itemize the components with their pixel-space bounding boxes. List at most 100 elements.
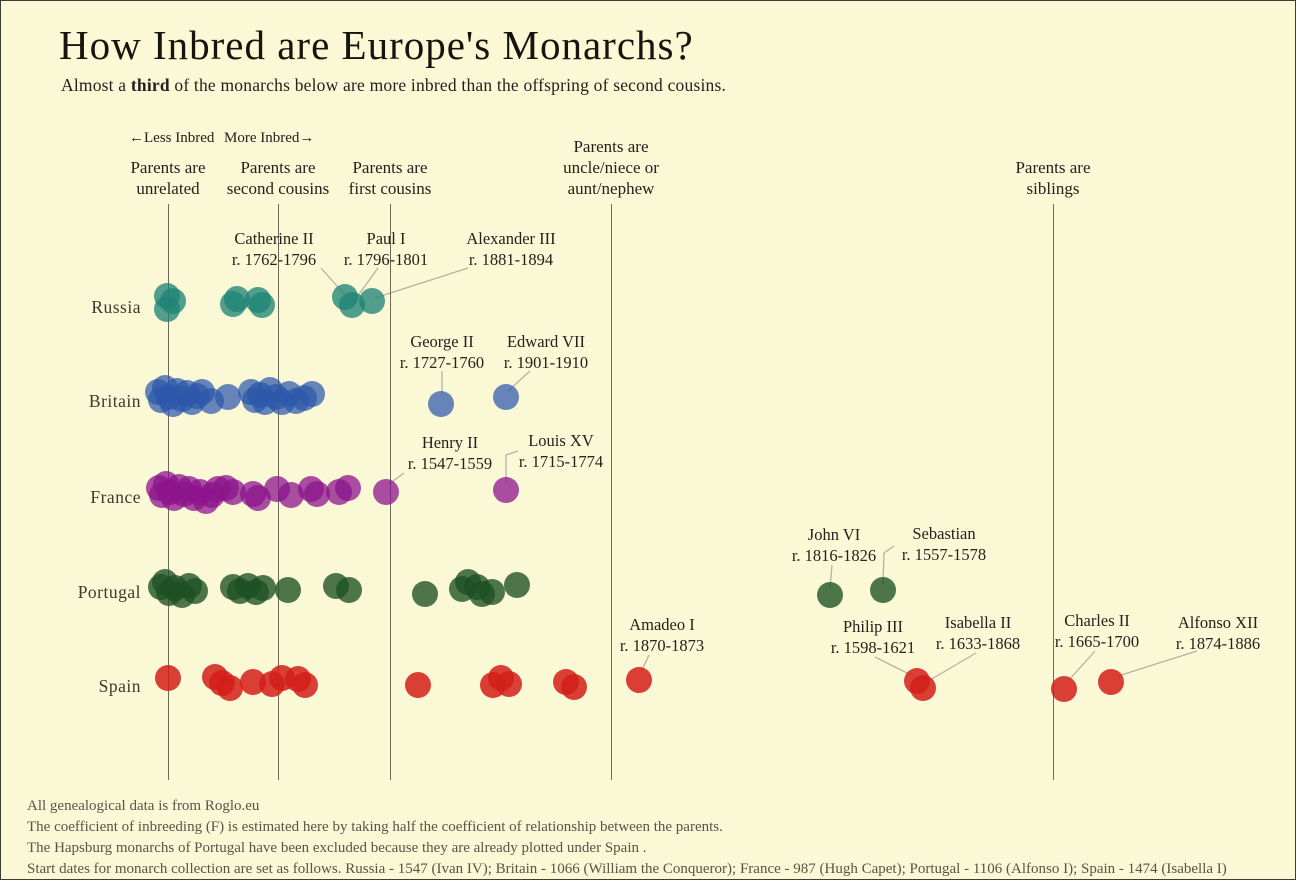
annotation-label: Alexander III r. 1881-1894 <box>466 228 555 270</box>
threshold-label: Parents are unrelated <box>130 157 205 199</box>
data-point <box>1051 676 1077 702</box>
data-point <box>373 479 399 505</box>
threshold-label-line: first cousins <box>348 179 432 198</box>
threshold-label-line: Parents are <box>1015 158 1091 177</box>
annotation-reign: r. 1796-1801 <box>343 250 429 269</box>
data-point <box>250 575 276 601</box>
less-inbred-direction-label: ←Less Inbred <box>129 130 215 146</box>
leader-line <box>505 450 519 482</box>
annotation-label: Catherine II r. 1762-1796 <box>232 228 316 270</box>
annotation-monarch-name: Sebastian <box>912 524 976 543</box>
page-title: How Inbred are Europe's Monarchs? <box>59 22 694 68</box>
annotation-monarch-name: Catherine II <box>234 229 314 248</box>
data-point <box>359 288 385 314</box>
data-point <box>249 292 275 318</box>
country-label-france: France <box>90 487 141 507</box>
footer-note-source: All genealogical data is from Roglo.eu <box>27 798 260 814</box>
footer-note-method: The coefficient of inbreeding (F) is est… <box>27 819 723 835</box>
annotation-reign: r. 1816-1826 <box>791 546 877 565</box>
leader-line <box>929 652 977 681</box>
threshold-label-line: Parents are <box>573 137 649 156</box>
annotation-label: Isabella II r. 1633-1868 <box>936 612 1020 654</box>
annotation-label: Edward VII r. 1901-1910 <box>504 331 588 373</box>
annotation-reign: r. 1874-1886 <box>1175 634 1261 653</box>
threshold-label: Parents are siblings <box>1015 157 1090 199</box>
data-point <box>182 578 208 604</box>
annotation-reign: r. 1633-1868 <box>935 634 1021 653</box>
annotation-monarch-name: Philip III <box>842 617 904 636</box>
annotation-label: Louis XV r. 1715-1774 <box>519 430 603 472</box>
data-point <box>479 579 505 605</box>
annotation-monarch-name: Isabella II <box>944 613 1012 632</box>
data-point <box>817 582 843 608</box>
annotation-monarch-name: Louis XV <box>528 431 594 450</box>
threshold-label-line: unrelated <box>136 179 200 198</box>
data-point <box>626 667 652 693</box>
data-point <box>155 665 181 691</box>
annotation-monarch-name: Amadeo I <box>629 615 695 634</box>
annotation-label: George II r. 1727-1760 <box>400 331 484 373</box>
data-point <box>292 672 318 698</box>
threshold-label: Parents are uncle/niece or aunt/nephew <box>563 136 659 199</box>
footer-note-hapsburg: The Hapsburg monarchs of Portugal have b… <box>27 840 647 856</box>
annotation-monarch-name: Charles II <box>1064 611 1130 630</box>
chart-subtitle: Almost a third of the monarchs below are… <box>61 75 726 96</box>
country-label-spain: Spain <box>98 676 141 696</box>
footer-note-start-dates: Start dates for monarch collection are s… <box>27 861 1227 877</box>
leader-line <box>1068 650 1096 681</box>
annotation-monarch-name: Edward VII <box>506 332 586 351</box>
country-label-russia: Russia <box>91 297 141 317</box>
data-point <box>504 572 530 598</box>
annotation-reign: r. 1870-1873 <box>619 636 705 655</box>
data-point <box>304 481 330 507</box>
annotation-label: Philip III r. 1598-1621 <box>831 616 915 658</box>
country-label-portugal: Portugal <box>77 582 141 602</box>
annotation-monarch-name: John VI <box>807 525 861 544</box>
annotation-reign: r. 1598-1621 <box>830 638 916 657</box>
data-point <box>299 381 325 407</box>
threshold-label: Parents are first cousins <box>349 157 432 199</box>
data-point <box>217 675 243 701</box>
axis-threshold-line <box>611 204 612 780</box>
leader-line <box>374 267 469 299</box>
threshold-label-line: second cousins <box>226 179 330 198</box>
annotation-label: Amadeo I r. 1870-1873 <box>620 614 704 656</box>
threshold-label-line: aunt/nephew <box>567 179 655 198</box>
annotation-label: Paul I r. 1796-1801 <box>344 228 428 270</box>
data-point <box>1098 669 1124 695</box>
axis-threshold-line <box>1053 204 1054 780</box>
threshold-label-line: Parents are <box>352 158 428 177</box>
data-point <box>215 384 241 410</box>
data-point <box>405 672 431 698</box>
annotation-label: Alfonso XII r. 1874-1886 <box>1176 612 1260 654</box>
data-point <box>493 477 519 503</box>
threshold-label-line: uncle/niece or <box>563 158 659 177</box>
annotation-reign: r. 1881-1894 <box>468 250 554 269</box>
annotation-label: Charles II r. 1665-1700 <box>1055 610 1139 652</box>
data-point <box>428 391 454 417</box>
leader-line <box>1117 650 1198 677</box>
data-point <box>336 577 362 603</box>
more-inbred-direction-label: More Inbred→ <box>224 130 315 146</box>
annotation-monarch-name: Paul I <box>366 229 406 248</box>
data-point <box>561 674 587 700</box>
annotation-label: John VI r. 1816-1826 <box>792 524 876 566</box>
annotation-monarch-name: Alexander III <box>466 229 556 248</box>
annotation-reign: r. 1665-1700 <box>1054 632 1140 651</box>
subtitle-bold-word: third <box>130 75 170 95</box>
data-point <box>412 581 438 607</box>
data-point <box>870 577 896 603</box>
annotation-reign: r. 1715-1774 <box>518 452 604 471</box>
annotation-reign: r. 1547-1559 <box>407 454 493 473</box>
threshold-label-line: siblings <box>1026 179 1080 198</box>
annotation-reign: r. 1901-1910 <box>503 353 589 372</box>
subtitle-suffix: of the monarchs below are more inbred th… <box>169 75 727 95</box>
footer-notes: All genealogical data is from Roglo.eu T… <box>27 796 1227 879</box>
data-point <box>335 475 361 501</box>
leader-line <box>882 545 895 585</box>
country-label-britain: Britain <box>88 391 141 411</box>
data-point <box>496 671 522 697</box>
annotation-reign: r. 1727-1760 <box>399 353 485 372</box>
